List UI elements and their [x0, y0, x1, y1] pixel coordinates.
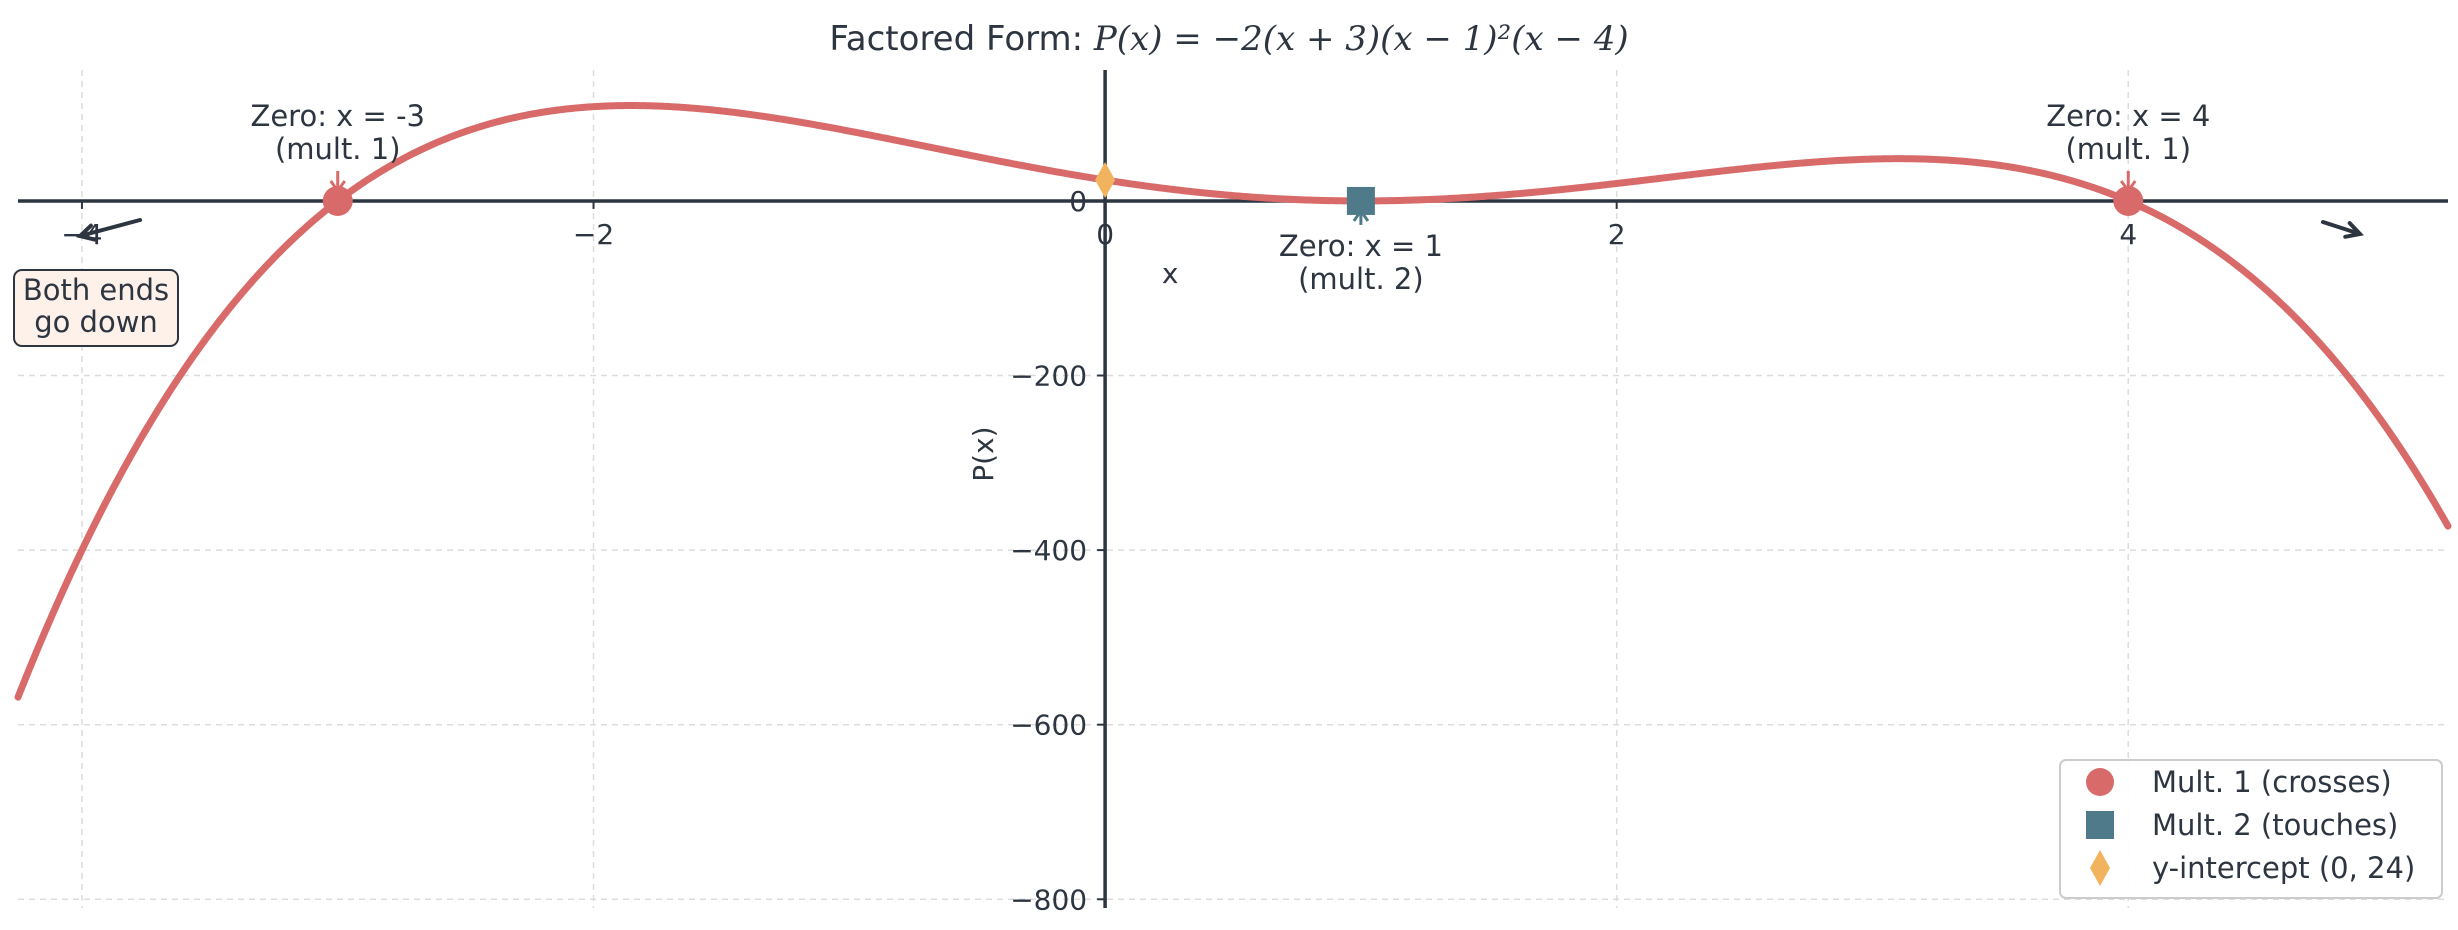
- zero-label-line: Zero: x = -3: [250, 99, 425, 133]
- zero-marker-circle-2: [2113, 185, 2144, 216]
- x-axis-label: x: [1162, 257, 1179, 290]
- data-markers: [322, 161, 2144, 216]
- zero-label-1: Zero: x = 1 (mult. 2): [1279, 229, 1443, 296]
- end-behavior-note-line: Both ends: [23, 273, 169, 307]
- y-tick-label-0: −800: [1010, 883, 1087, 916]
- legend-marker-square: [2086, 811, 2114, 839]
- x-tick-label-2: 0: [1096, 218, 1114, 251]
- zero-annotations: Zero: x = -3 (mult. 1)Zero: x = 1 (mult. 2…: [250, 99, 2210, 296]
- x-tick-label-4: 4: [2119, 218, 2137, 251]
- end-behavior-note-text: Both ends go down: [23, 273, 169, 339]
- left-end-arrow: [78, 218, 142, 238]
- legend-label-0: Mult. 1 (crosses): [2152, 765, 2392, 799]
- zero-label-line: (mult. 1): [275, 132, 401, 166]
- left-end-arrow-head: [75, 223, 97, 242]
- legend-box: [2059, 759, 2443, 899]
- chart-title-prefix: Factored Form:: [829, 19, 1094, 59]
- legend-marker-diamond: [2090, 850, 2110, 886]
- legend-label-1: Mult. 2 (touches): [2152, 808, 2398, 842]
- zero-marker-circle-0: [322, 185, 353, 216]
- zero-label-line: (mult. 2): [1298, 262, 1424, 296]
- zero-label-line: Zero: x = 1: [1279, 229, 1443, 263]
- polynomial-curve: [14, 102, 2452, 701]
- zero-label-2: Zero: x = 4 (mult. 1): [2046, 99, 2210, 166]
- right-end-arrow-head: [2343, 221, 2364, 239]
- zero-label-0: Zero: x = -3 (mult. 1): [250, 99, 425, 166]
- x-tick-label-1: −2: [573, 218, 614, 251]
- zero-label-line: (mult. 1): [2065, 132, 2191, 166]
- end-behavior-note-line: go down: [34, 305, 158, 339]
- chart-title: Factored Form: P(x) = −2(x + 3)(x − 1)²(…: [829, 19, 1628, 59]
- end-behavior-arrows: [75, 218, 2364, 242]
- y-tick-label-3: −200: [1010, 360, 1087, 393]
- y-axis-label: P(x): [967, 426, 1000, 481]
- legend-label-2: y-intercept (0, 24): [2152, 851, 2415, 885]
- zero-label-line: Zero: x = 4: [2046, 99, 2210, 133]
- y-tick-label-2: −400: [1010, 534, 1087, 567]
- end-behavior-note: Both ends go down: [13, 269, 179, 347]
- y-intercept-marker: [1095, 161, 1116, 198]
- legend-marker-circle: [2086, 768, 2114, 796]
- zero-marker-square-1: [1346, 186, 1375, 215]
- right-end-arrow: [2321, 220, 2362, 236]
- end-behavior-note-box: [13, 269, 179, 347]
- legend: Mult. 1 (crosses) Mult. 2 (touches) y-inte…: [2059, 759, 2443, 899]
- y-tick-label-1: −600: [1010, 709, 1087, 742]
- y-tick-label-4: 0: [1069, 185, 1087, 218]
- x-tick-label-3: 2: [1608, 218, 1626, 251]
- axes: [18, 70, 2448, 908]
- chart-title-formula: P(x) = −2(x + 3)(x − 1)²(x − 4): [1093, 19, 1629, 59]
